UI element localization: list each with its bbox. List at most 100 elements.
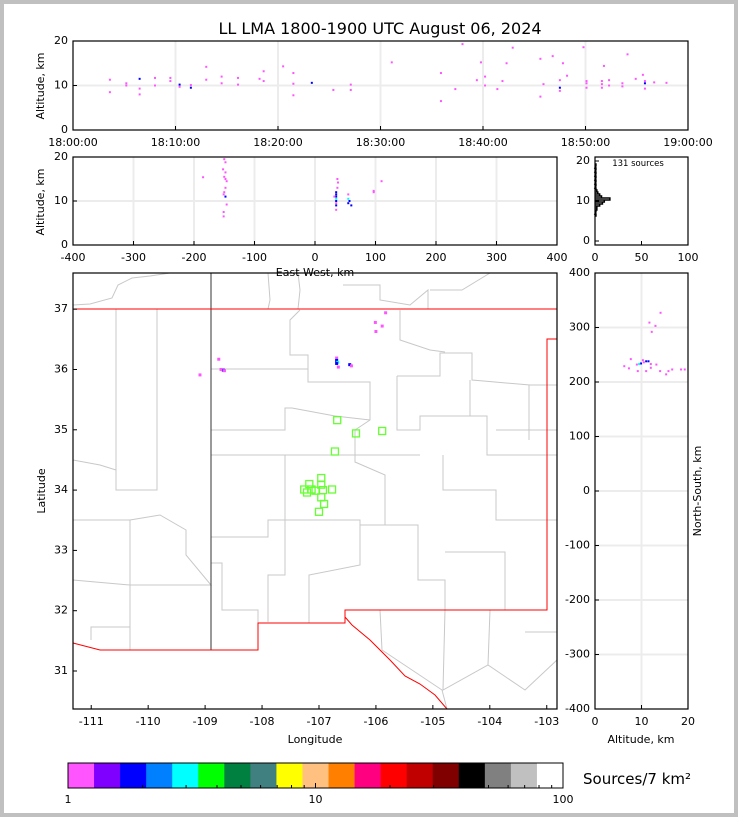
ew-height-source-point: [333, 195, 336, 198]
time-height-source-point: [349, 83, 352, 86]
ns-height-source-point: [649, 366, 652, 369]
plan-view-source-point: [335, 358, 339, 362]
plan-view-source-point: [374, 329, 378, 333]
colorbar-swatch: [172, 763, 199, 788]
time-height-source-point: [665, 81, 668, 84]
ns-height-y-axis-label: North-South, km: [691, 446, 704, 537]
plan-view-x-tick-label: -108: [250, 715, 275, 728]
time-height-source-point: [641, 73, 644, 76]
time-height-source-point: [602, 64, 605, 67]
ns-height-source-point: [627, 367, 630, 370]
histogram-axes-frame: [594, 156, 689, 246]
time-height-x-tick-label: 18:50:00: [561, 136, 610, 149]
ew-height-x-tick-label: 400: [547, 251, 568, 264]
ew-height-x-tick-label: 200: [426, 251, 447, 264]
ew-height-source-point: [347, 202, 350, 205]
plan-view-source-point: [380, 324, 384, 328]
ns-height-source-point: [641, 359, 644, 362]
map-boundaries: [72, 272, 558, 710]
ew-height-source-point: [336, 181, 339, 184]
time-height-source-point: [558, 86, 561, 89]
plan-view-y-tick-label: 32: [54, 604, 68, 617]
ew-height-source-point: [225, 180, 228, 183]
time-height-source-point: [108, 78, 111, 81]
ns-height-y-tick-label: 200: [569, 375, 590, 388]
ns-height-source-point: [645, 370, 648, 373]
time-height-x-tick-label: 18:00:00: [48, 136, 97, 149]
ew-height-source-point: [335, 208, 338, 211]
time-height-source-point: [332, 88, 335, 91]
plan-view-x-axis-label: Longitude: [288, 733, 343, 746]
colorbar-swatch: [94, 763, 121, 788]
ew-height-source-point: [224, 178, 227, 180]
plan-view-source-point: [335, 361, 339, 365]
lma-station-marker: [314, 507, 324, 516]
rio-grande-border: [344, 616, 448, 710]
colorbar-swatch: [380, 763, 408, 788]
plan-view-y-tick-label: 36: [54, 362, 68, 375]
colorbar-swatch: [406, 763, 434, 788]
lma-station-marker: [305, 479, 314, 489]
lma-station-marker: [317, 480, 326, 489]
ns-height-y-tick-label: -300: [565, 648, 590, 661]
plan-view-source-point: [336, 365, 340, 369]
time-height-source-point: [484, 84, 487, 87]
time-height-source-point: [621, 82, 624, 85]
lma-station-marker: [317, 473, 326, 483]
ns-height-y-tick-label: -200: [565, 593, 590, 606]
time-height-source-point: [626, 53, 629, 56]
colorbar-swatch: [354, 763, 382, 788]
ns-height-source-point: [636, 370, 639, 373]
ew-height-source-point: [335, 191, 338, 194]
time-height-source-point: [220, 82, 223, 85]
ew-height-x-tick-label: 0: [312, 251, 319, 264]
time-height-source-point: [600, 86, 603, 89]
ew-height-source-point: [224, 161, 227, 164]
ns-height-source-point: [667, 370, 670, 373]
colorbar-swatch: [250, 763, 277, 788]
time-height-source-point: [608, 79, 611, 82]
time-height-source-point: [608, 84, 611, 87]
time-height-source-point: [178, 83, 181, 86]
time-height-source-point: [258, 77, 261, 80]
ew-height-source-point: [223, 175, 226, 178]
ew-height-source-point: [225, 203, 228, 206]
ew-height-x-tick-label: -200: [182, 251, 207, 264]
figure-title: LL LMA 1800-1900 UTC August 06, 2024: [218, 19, 541, 38]
ns-height-source-point: [650, 330, 653, 333]
ew-height-source-point: [222, 193, 225, 196]
time-height-source-point: [496, 88, 499, 91]
ns-height-x-tick-label: 20: [681, 715, 695, 728]
time-height-source-point: [542, 83, 545, 86]
lma-station-marker: [351, 429, 361, 438]
time-height-source-point: [125, 84, 128, 87]
ns-height-source-point: [671, 368, 674, 371]
ns-height-x-axis-label: Altitude, km: [607, 733, 674, 746]
ns-height-y-tick-label: 400: [569, 266, 590, 279]
lma-station-marker: [302, 488, 312, 497]
plan-view-source-point: [384, 311, 388, 315]
ew-height-source-point: [336, 178, 339, 180]
plan-view-source-point: [348, 363, 352, 367]
lma-figure: LL LMA 1800-1900 UTC August 06, 2024 18:…: [4, 4, 734, 813]
ew-height-source-point: [335, 200, 338, 202]
plan-view-source-point: [219, 367, 223, 371]
plan-view-x-tick-label: -111: [79, 715, 104, 728]
ew-height-source-point: [348, 200, 351, 202]
ns-height-source-point: [645, 360, 648, 363]
ns-height-source-point: [654, 324, 657, 327]
ns-height-x-tick-label: 10: [635, 715, 649, 728]
ns-height-source-point: [680, 368, 683, 371]
plan-view-y-axis-label: Latitude: [35, 468, 48, 514]
time-height-source-point: [621, 85, 624, 88]
ns-height-source-point: [649, 363, 652, 366]
time-height-source-point: [154, 76, 156, 79]
time-height-source-point: [439, 100, 442, 103]
time-height-y-tick-label: 20: [54, 34, 68, 47]
time-height-source-point: [585, 80, 588, 83]
histogram-y-tick-label: 0: [583, 234, 590, 247]
plan-view-x-tick-label: -106: [363, 715, 388, 728]
source-count-annotation: 131 sources: [612, 159, 664, 169]
mexico-border: [72, 642, 211, 651]
colorbar-swatch: [484, 763, 512, 788]
